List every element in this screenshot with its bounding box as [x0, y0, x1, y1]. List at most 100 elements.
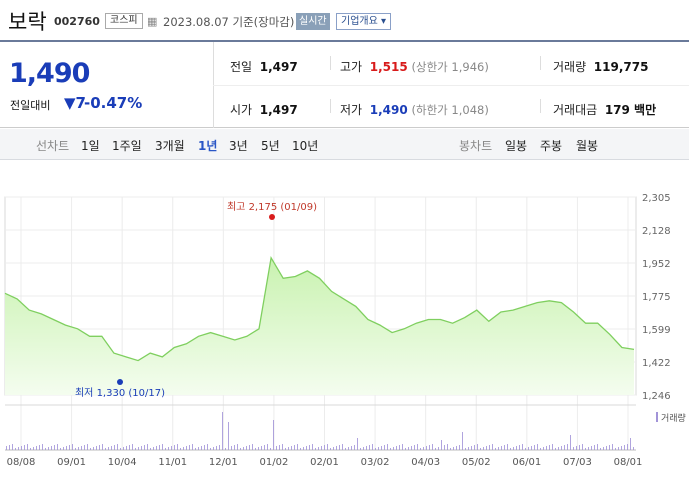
volume-bar: [309, 445, 310, 450]
volume-bar: [606, 446, 607, 450]
volume-bar: [366, 446, 367, 450]
realtime-button[interactable]: 실시간: [296, 13, 330, 30]
volume-bar: [522, 444, 523, 450]
volume-bar: [468, 447, 469, 450]
volume-bar: [447, 444, 448, 450]
volume-bar: [321, 446, 322, 450]
volume-bar: [627, 444, 628, 450]
x-tick-label: 08/01: [614, 457, 643, 468]
current-price: 1,490: [9, 58, 90, 89]
volume-bar: [15, 448, 16, 450]
volume-bar: [48, 447, 49, 450]
volume-bar: [498, 447, 499, 450]
volume-bar: [150, 448, 151, 450]
volume-bar: [378, 447, 379, 450]
volume-bar: [225, 448, 226, 450]
tab-3y[interactable]: 3년: [229, 139, 248, 153]
volume-bar: [312, 444, 313, 450]
volume-bar: [408, 447, 409, 450]
volume-bar: [234, 445, 235, 450]
tab-1y[interactable]: 1년: [198, 139, 218, 153]
volume-bar: [591, 446, 592, 450]
tab-10y[interactable]: 10년: [292, 139, 319, 153]
volume-bar: [180, 448, 181, 450]
volume-bar: [588, 447, 589, 450]
volume-bar: [381, 446, 382, 450]
volume-bar: [165, 448, 166, 450]
divider: [540, 99, 541, 113]
volume-bar: [123, 447, 124, 450]
volume-bar: [543, 447, 544, 450]
y-tick-label: 1,775: [642, 292, 671, 303]
volume-bar: [9, 445, 10, 450]
volume-bar: [345, 448, 346, 450]
open-value: 1,497: [259, 103, 298, 117]
volume-bar: [294, 445, 295, 450]
volume-bar: [132, 444, 133, 450]
volume-bar: [489, 445, 490, 450]
corp-info-button[interactable]: 기업개요 ▾: [336, 13, 392, 30]
volume-bar: [66, 446, 67, 450]
volume-bar: [396, 446, 397, 450]
volume-bar: [129, 445, 130, 450]
volume-bar: [315, 448, 316, 450]
min-annotation: 최저 1,330 (10/17): [75, 387, 165, 399]
volume-bar: [39, 445, 40, 450]
corp-info-label: 기업개요: [341, 16, 378, 27]
chevron-down-icon: ▾: [381, 16, 387, 27]
volume-bar: [561, 446, 562, 450]
price-line: [4, 255, 635, 362]
change-amount: 7: [75, 94, 86, 112]
volume-bar: [246, 446, 247, 450]
volume-bar: [405, 448, 406, 450]
volume-bar: [249, 445, 250, 450]
volume-bar: [204, 445, 205, 450]
volume-bar: [219, 445, 220, 450]
volume-bar: [480, 448, 481, 450]
tab-5y[interactable]: 5년: [261, 139, 280, 153]
volume-bar: [525, 448, 526, 450]
tab-3m[interactable]: 3개월: [155, 139, 185, 153]
volume-bar: [363, 447, 364, 450]
tab-1d[interactable]: 1일: [81, 139, 100, 153]
divider: [540, 56, 541, 70]
volume-bar: [198, 447, 199, 450]
volume-bar: [270, 448, 271, 450]
volume-bar: [144, 445, 145, 450]
volume-bar: [471, 446, 472, 450]
tab-monthly[interactable]: 월봉: [576, 139, 599, 153]
volume-value: 119,775: [593, 60, 649, 74]
volume-bar: [567, 444, 568, 450]
prev-close: 전일 1,497: [230, 58, 298, 75]
volume-bar: [111, 446, 112, 450]
volume-bar: [156, 446, 157, 450]
volume-bar: [426, 446, 427, 450]
tab-1w[interactable]: 1주일: [112, 139, 142, 153]
volume-bar: [384, 445, 385, 450]
volume-bar: [189, 445, 190, 450]
stock-header: 보락 002760 코스피 ▦ 2023.08.07 기준(장마감) 실시간 기…: [0, 0, 689, 40]
volume-bar: [237, 444, 238, 450]
volume-bar: [207, 444, 208, 450]
volume-bar: [531, 446, 532, 450]
stock-code: 002760: [54, 15, 100, 28]
volume-bar: [576, 446, 577, 450]
tab-weekly[interactable]: 주봉: [540, 139, 563, 153]
volume-bar: [126, 446, 127, 450]
volume-bar: [102, 444, 103, 450]
volume-bar: [231, 446, 232, 450]
tab-daily[interactable]: 일봉: [505, 139, 528, 153]
volume-bar: [252, 444, 253, 450]
volume-bar: [186, 446, 187, 450]
candle-chart-label: 봉차트: [459, 139, 493, 153]
volume-bar: [582, 444, 583, 450]
volume-bar: [183, 447, 184, 450]
volume-bar: [519, 445, 520, 450]
volume-bar: [114, 445, 115, 450]
volume-bar: [552, 444, 553, 450]
volume-bar: [453, 447, 454, 450]
volume-bar: [90, 448, 91, 450]
stock-name: 보락: [8, 10, 47, 34]
volume-bar: [177, 444, 178, 450]
volume-bar: [438, 447, 439, 450]
